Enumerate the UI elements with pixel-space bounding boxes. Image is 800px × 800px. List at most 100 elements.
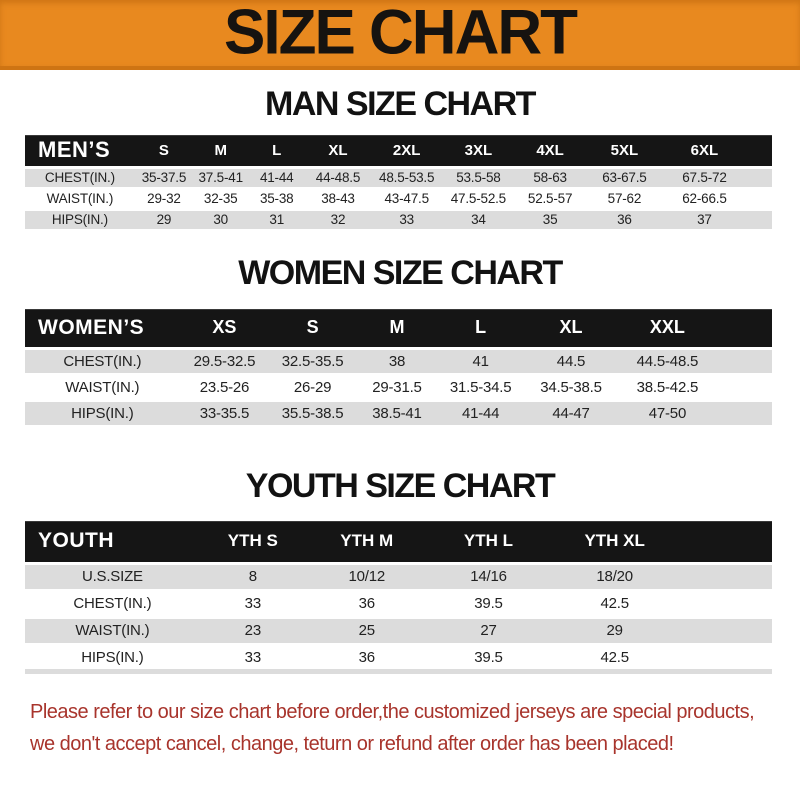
- value-cell: 31.5-34.5: [438, 374, 524, 402]
- size-column-header: 3XL: [442, 135, 515, 169]
- section-youth: YOUTH SIZE CHART YOUTH YTH S YTH M YTH L YTH…: [0, 469, 800, 674]
- size-column-header: L: [248, 135, 306, 169]
- page-title: SIZE CHART: [224, 0, 578, 68]
- size-column-header: YTH L: [427, 521, 550, 565]
- value-cell: 37.5-41: [193, 167, 249, 190]
- order-notice: Please refer to our size chart before or…: [30, 696, 780, 760]
- row-label-cell: HIPS(IN.): [25, 209, 135, 232]
- section-men: MAN SIZE CHART MEN’S S M L XL 2XL 3XL 4XL 5XL 6XL…: [0, 87, 800, 232]
- table-header-row: WOMEN’S XS S M L XL XXL: [25, 308, 772, 350]
- value-cell: 34.5-38.5: [523, 374, 619, 402]
- size-column-header: M: [355, 308, 439, 350]
- value-cell: 18/20: [549, 563, 772, 592]
- size-column-header: YTH S: [199, 521, 306, 565]
- row-label-cell: HIPS(IN.): [25, 644, 200, 673]
- table-row: HIPS(IN.) 33 36 39.5 42.5: [25, 644, 772, 673]
- value-cell: 23: [199, 617, 306, 646]
- value-cell: 33: [370, 209, 443, 232]
- youth-section-heading: YOUTH SIZE CHART: [245, 467, 556, 505]
- value-cell: 41-44: [438, 400, 524, 428]
- value-cell: 63-67.5: [585, 167, 663, 190]
- value-cell: 41-44: [248, 167, 306, 190]
- size-column-header: 4XL: [514, 135, 586, 169]
- row-label-cell: CHEST(IN.): [25, 167, 135, 190]
- table-row: CHEST(IN.) 33 36 39.5 42.5: [25, 590, 772, 619]
- value-cell: 48.5-53.5: [370, 167, 443, 190]
- value-cell: 33: [199, 590, 306, 619]
- size-column-header: 6XL: [662, 135, 772, 169]
- row-label-cell: CHEST(IN.): [25, 348, 180, 376]
- women-section-heading: WOMEN SIZE CHART: [238, 253, 563, 292]
- value-cell: 32.5-35.5: [269, 348, 356, 376]
- value-cell: 29-32: [134, 188, 194, 211]
- table-row: WAIST(IN.) 23.5-26 26-29 29-31.5 31.5-34.5 34…: [25, 374, 772, 402]
- value-cell: 30: [193, 209, 249, 232]
- men-size-table: MEN’S S M L XL 2XL 3XL 4XL 5XL 6XL CHEST(IN.) 35-37…: [25, 135, 772, 232]
- value-cell: 37: [662, 209, 772, 232]
- table-row: HIPS(IN.) 29 30 31 32 33 34 35 36 37: [25, 209, 772, 232]
- value-cell: 29: [549, 617, 772, 646]
- value-cell: 32-35: [193, 188, 249, 211]
- value-cell: 41: [438, 348, 524, 376]
- size-column-header: XL: [523, 308, 619, 350]
- value-cell: 52.5-57: [514, 188, 586, 211]
- table-title-cell: WOMEN’S: [25, 308, 180, 350]
- value-cell: 14/16: [427, 563, 550, 592]
- size-column-header: S: [269, 308, 356, 350]
- women-size-table: WOMEN’S XS S M L XL XXL CHEST(IN.) 29.5-32.5 32.5…: [25, 308, 772, 428]
- value-cell: 34: [442, 209, 515, 232]
- section-women: WOMEN SIZE CHART WOMEN’S XS S M L XL XXL CHEST(…: [0, 253, 800, 428]
- value-cell: 42.5: [549, 644, 772, 673]
- value-cell: 35: [514, 209, 586, 232]
- size-column-header: M: [193, 135, 249, 169]
- value-cell: 31: [248, 209, 306, 232]
- table-row: WAIST(IN.) 29-32 32-35 35-38 38-43 43-47.5 47.…: [25, 188, 772, 211]
- row-label-cell: HIPS(IN.): [25, 400, 180, 428]
- value-cell: 44-47: [523, 400, 619, 428]
- value-cell: 29-31.5: [355, 374, 439, 402]
- value-cell: 23.5-26: [179, 374, 270, 402]
- value-cell: 58-63: [514, 167, 586, 190]
- value-cell: 44.5-48.5: [618, 348, 772, 376]
- value-cell: 27: [427, 617, 550, 646]
- value-cell: 36: [305, 590, 428, 619]
- value-cell: 26-29: [269, 374, 356, 402]
- row-label-cell: WAIST(IN.): [25, 188, 135, 211]
- notice-line-1: Please refer to our size chart before or…: [30, 700, 755, 723]
- row-label-cell: U.S.SIZE: [25, 563, 200, 592]
- value-cell: 39.5: [427, 644, 550, 673]
- table-header-row: YOUTH YTH S YTH M YTH L YTH XL: [25, 521, 772, 565]
- size-column-header: YTH M: [305, 521, 428, 565]
- value-cell: 33: [199, 644, 306, 673]
- size-column-header: 2XL: [370, 135, 443, 169]
- value-cell: 32: [305, 209, 371, 232]
- value-cell: 38-43: [305, 188, 371, 211]
- value-cell: 67.5-72: [662, 167, 772, 190]
- value-cell: 44-48.5: [305, 167, 371, 190]
- value-cell: 47.5-52.5: [442, 188, 515, 211]
- table-row: WAIST(IN.) 23 25 27 29: [25, 617, 772, 646]
- value-cell: 8: [199, 563, 306, 592]
- value-cell: 43-47.5: [370, 188, 443, 211]
- table-header-row: MEN’S S M L XL 2XL 3XL 4XL 5XL 6XL: [25, 135, 772, 169]
- notice-line-2: we don't accept cancel, change, teturn o…: [30, 732, 674, 755]
- table-row: HIPS(IN.) 33-35.5 35.5-38.5 38.5-41 41-44 44-…: [25, 400, 772, 428]
- size-column-header: 5XL: [585, 135, 663, 169]
- row-label-cell: CHEST(IN.): [25, 590, 200, 619]
- value-cell: 36: [585, 209, 663, 232]
- value-cell: 33-35.5: [179, 400, 270, 428]
- size-column-header: S: [134, 135, 194, 169]
- value-cell: 57-62: [585, 188, 663, 211]
- value-cell: 29: [134, 209, 194, 232]
- value-cell: 47-50: [618, 400, 772, 428]
- value-cell: 35-37.5: [134, 167, 194, 190]
- value-cell: 25: [305, 617, 428, 646]
- table-row: U.S.SIZE 8 10/12 14/16 18/20: [25, 563, 772, 592]
- value-cell: 62-66.5: [662, 188, 772, 211]
- value-cell: 44.5: [523, 348, 619, 376]
- value-cell: 35.5-38.5: [269, 400, 356, 428]
- value-cell: 38.5-41: [355, 400, 439, 428]
- size-column-header: XS: [179, 308, 270, 350]
- value-cell: 29.5-32.5: [179, 348, 270, 376]
